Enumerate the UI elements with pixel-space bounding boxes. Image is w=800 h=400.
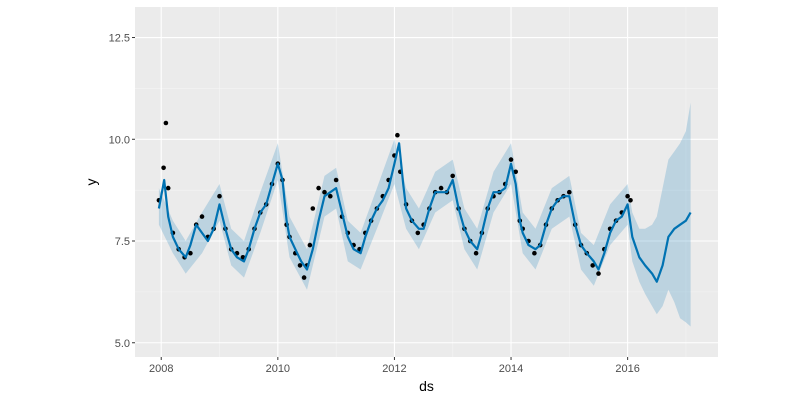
uncertainty-band-layer: [158, 102, 691, 327]
data-point: [322, 189, 327, 195]
y-axis: 5.0 7.5 10.0 12.5: [109, 33, 135, 350]
data-point: [567, 189, 572, 195]
minor-gridlines: [135, 7, 718, 357]
x-tick-label: 2016: [615, 363, 639, 375]
y-tick-label: 10.0: [109, 134, 130, 146]
x-tick-label: 2010: [266, 363, 290, 375]
y-axis-title: y: [83, 179, 99, 186]
y-tick-label: 7.5: [115, 236, 130, 248]
plot-panel: [135, 7, 718, 357]
data-point: [596, 271, 601, 276]
data-point: [188, 250, 193, 256]
data-point: [395, 132, 400, 138]
data-point: [513, 169, 518, 175]
data-point: [450, 173, 456, 179]
data-point: [590, 263, 595, 268]
data-point: [532, 250, 537, 256]
x-tick-label: 2012: [382, 363, 406, 375]
uncertainty-band: [158, 102, 691, 327]
data-point: [438, 185, 444, 191]
data-point: [415, 230, 421, 236]
y-tick-label: 12.5: [109, 33, 130, 45]
data-point: [165, 185, 171, 191]
data-point: [310, 206, 316, 211]
major-gridlines: [135, 7, 718, 357]
data-point: [199, 214, 205, 219]
x-tick-label: 2008: [149, 363, 173, 375]
data-point: [161, 165, 166, 171]
y-tick-label: 5.0: [115, 338, 130, 350]
data-point: [217, 193, 222, 199]
forecast-line: [157, 142, 692, 283]
x-axis-title: ds: [419, 378, 434, 394]
data-point: [316, 185, 321, 191]
data-point: [297, 263, 303, 268]
data-point: [473, 250, 479, 256]
data-point: [333, 177, 339, 183]
data-point: [628, 198, 633, 203]
data-point: [307, 242, 313, 248]
data-point: [163, 120, 169, 126]
data-point: [625, 193, 630, 199]
data-point: [301, 275, 307, 280]
data-point: [328, 193, 333, 199]
data-point: [508, 157, 514, 162]
x-axis: 2008 2010 2012 2014 2016: [149, 357, 640, 375]
forecast-line-layer: [157, 142, 692, 283]
x-tick-label: 2014: [499, 363, 523, 375]
